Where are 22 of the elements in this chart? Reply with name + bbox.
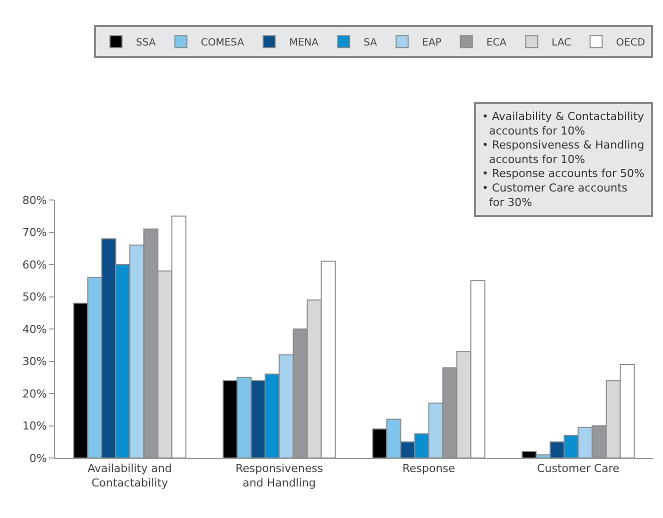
x-tick-label: Customer Care [537,462,620,476]
y-tick-label: 60% [22,258,47,272]
x-tick-label: Response [402,462,456,476]
legend-label: COMESA [200,38,244,48]
y-tick-label: 20% [22,387,47,400]
legend-label: OECD [616,38,646,48]
y-tick-label: 30% [22,355,47,368]
y-tick-label: 10% [22,420,47,433]
x-tick-label: Responsiveness and Handling [235,462,324,490]
legend-label: EAP [422,38,442,48]
y-tick-label: 50% [22,290,47,304]
legend-label: ECA [486,38,507,48]
annotation: • Availability & Contactability accounts for 10% • Responsiveness & Handling accounts for 10% • Response accounts for 50% • Customer Care accounts for 30% [482,110,645,209]
y-tick-label: 80% [22,194,47,207]
y-tick-label: 70% [22,226,47,240]
legend-label: SA [364,38,378,48]
y-tick-label: 40% [22,322,47,336]
x-tick-label: Availability and Contactability [88,462,172,490]
legend-label: LAC [552,38,572,48]
legend-label: SSA [136,38,156,48]
y-tick-label: 0% [29,452,47,465]
legend-label: MENA [289,38,319,48]
